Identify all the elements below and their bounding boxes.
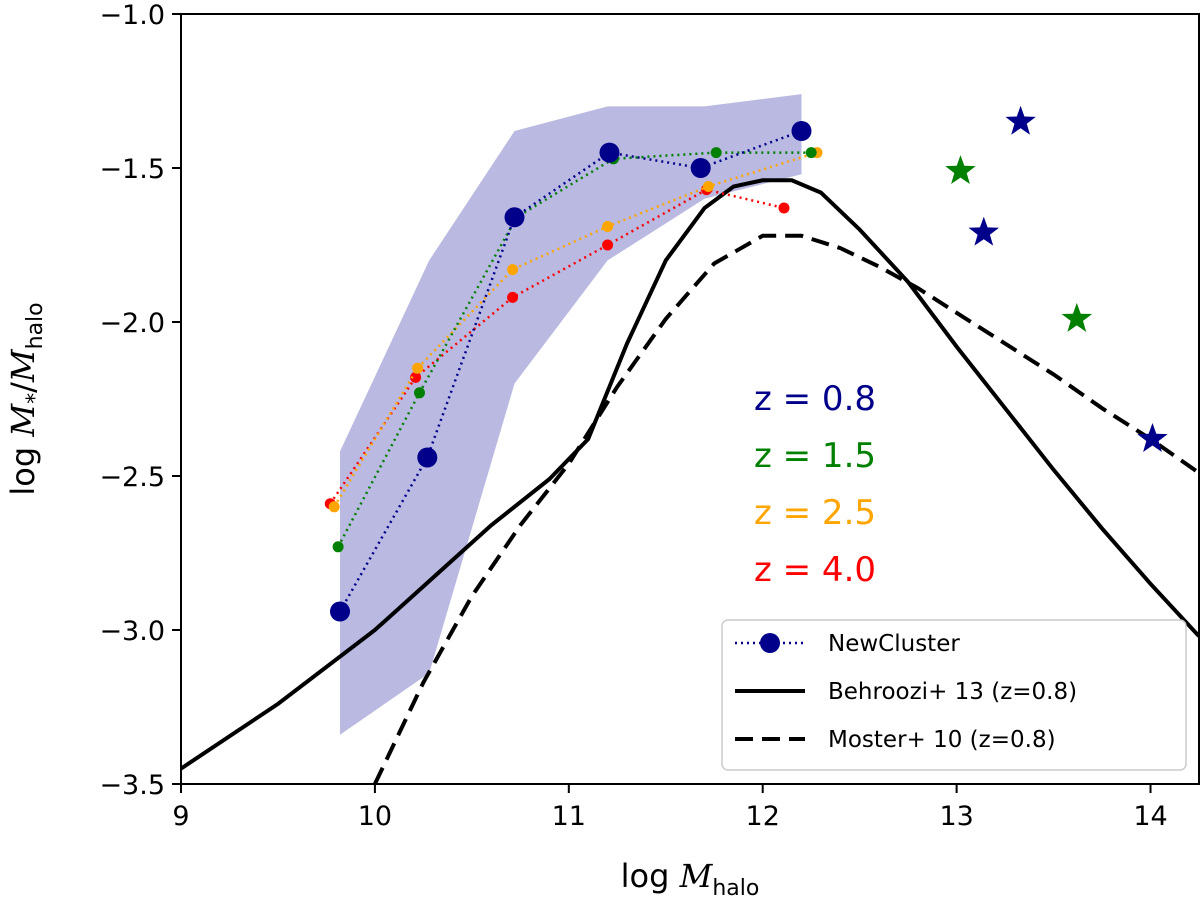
x-tick-label-1: 10 bbox=[358, 801, 392, 832]
series-2-point-4 bbox=[702, 181, 714, 192]
series-2 bbox=[328, 147, 823, 513]
series-group bbox=[324, 121, 823, 622]
series-3-line bbox=[329, 188, 785, 505]
series-1-point-5 bbox=[805, 147, 817, 159]
axes-frame bbox=[180, 13, 1200, 785]
behroozi-curve bbox=[181, 178, 1199, 771]
y-tick-label-1: −3.0 bbox=[99, 616, 165, 647]
series-1-line bbox=[336, 151, 812, 548]
x-tick-label-2: 11 bbox=[552, 801, 586, 832]
series-0-point-1 bbox=[417, 447, 438, 468]
series-0-point-3 bbox=[599, 142, 620, 163]
series-2-point-2 bbox=[507, 264, 519, 276]
z-label-0.8: z = 0.8 bbox=[754, 379, 876, 419]
star-marker-0 bbox=[945, 155, 976, 184]
x-tick-label-3: 12 bbox=[746, 801, 780, 832]
star-marker-3 bbox=[968, 216, 999, 246]
series-2-point-0 bbox=[328, 501, 340, 513]
series-0-point-0 bbox=[330, 601, 350, 622]
legend-behroozi-label: Behroozi+ 13 (z=0.8) bbox=[828, 679, 1077, 705]
series-1-point-0 bbox=[332, 541, 344, 553]
y-tick-label-5: −1.0 bbox=[99, 0, 165, 31]
y-tick-label-2: −2.5 bbox=[99, 462, 165, 493]
confidence-band bbox=[340, 94, 802, 735]
y-tick-label-0: −3.5 bbox=[99, 770, 165, 801]
moster-curve bbox=[373, 233, 1199, 784]
legend-moster-label: Moster+ 10 (z=0.8) bbox=[828, 727, 1056, 753]
y-axis-label: log M*/Mhalo bbox=[4, 302, 48, 495]
ticks: 9 10 11 12 13 14 −3.5 −3.0 −2.5 −2.0 −1.5 −1.0 bbox=[99, 0, 1167, 832]
series-2-point-1 bbox=[412, 362, 424, 374]
legend-newcluster-marker bbox=[760, 633, 780, 653]
series-3-point-2 bbox=[507, 291, 519, 303]
z-label-4.0: z = 4.0 bbox=[754, 550, 876, 590]
z-label-2.5: z = 2.5 bbox=[754, 493, 876, 533]
series-3-point-1 bbox=[410, 371, 422, 383]
x-tick-label-0: 9 bbox=[172, 801, 189, 832]
series-1-point-4 bbox=[710, 147, 722, 159]
star-marker-1 bbox=[1061, 302, 1093, 332]
legend-newcluster-label: NewCluster bbox=[828, 631, 960, 657]
legend-box bbox=[721, 619, 1187, 771]
y-tick-label-4: −1.5 bbox=[99, 154, 165, 185]
series-3-point-3 bbox=[602, 239, 614, 251]
series-1-point-1 bbox=[414, 387, 425, 399]
plot-area bbox=[181, 94, 1199, 784]
stars-group bbox=[945, 105, 1168, 452]
x-axis-label: log Mhalo bbox=[621, 857, 760, 901]
star-marker-2 bbox=[1005, 105, 1036, 135]
series-2-point-3 bbox=[602, 221, 614, 232]
series-0-point-2 bbox=[504, 207, 525, 228]
x-tick-label-5: 14 bbox=[1133, 801, 1167, 832]
legend: NewCluster Behroozi+ 13 (z=0.8) Moster+ … bbox=[721, 619, 1187, 771]
y-tick-label-3: −2.0 bbox=[99, 308, 165, 339]
z-label-1.5: z = 1.5 bbox=[754, 436, 876, 476]
x-tick-label-4: 13 bbox=[939, 801, 973, 832]
series-3-point-5 bbox=[778, 202, 790, 214]
series-0-point-4 bbox=[690, 158, 711, 178]
series-0-point-5 bbox=[791, 121, 812, 141]
series-0 bbox=[330, 121, 812, 622]
star-marker-4 bbox=[1137, 423, 1168, 452]
